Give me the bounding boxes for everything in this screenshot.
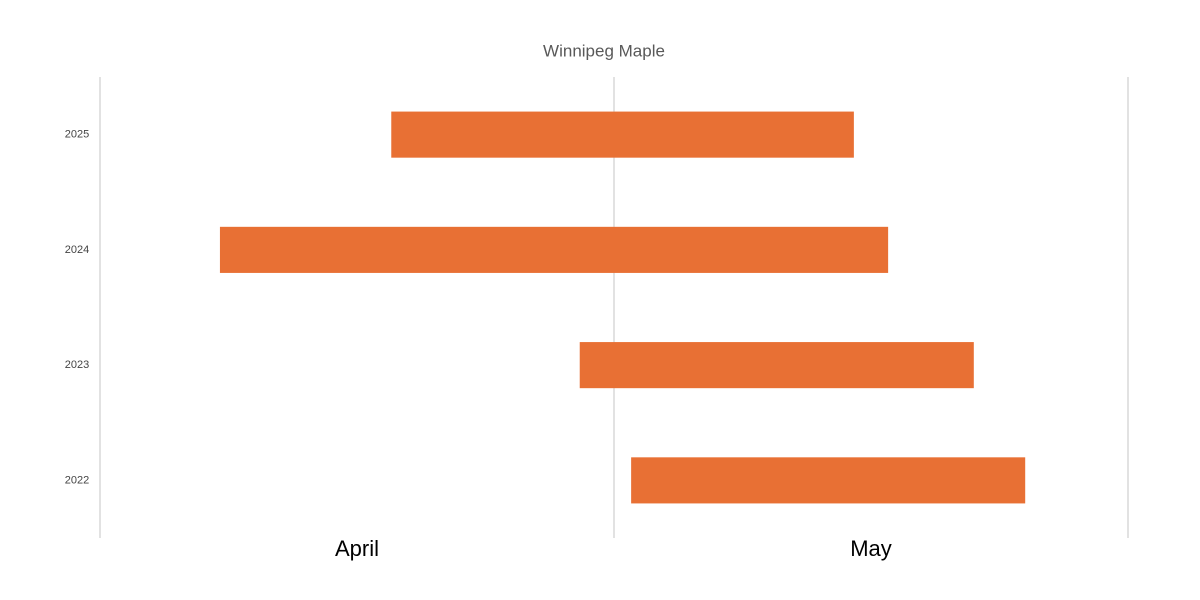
y-tick-label: 2022 [65, 474, 89, 486]
x-tick-label: April [335, 536, 379, 561]
y-tick-label: 2025 [65, 129, 89, 141]
bar [219, 226, 889, 273]
y-tick-label: 2023 [65, 359, 89, 371]
y-tick-label: 2024 [65, 244, 89, 256]
bar [631, 457, 1026, 504]
chart-title: Winnipeg Maple [543, 41, 665, 60]
bar [579, 342, 974, 389]
x-tick-label: May [850, 536, 892, 561]
bar [391, 111, 854, 158]
